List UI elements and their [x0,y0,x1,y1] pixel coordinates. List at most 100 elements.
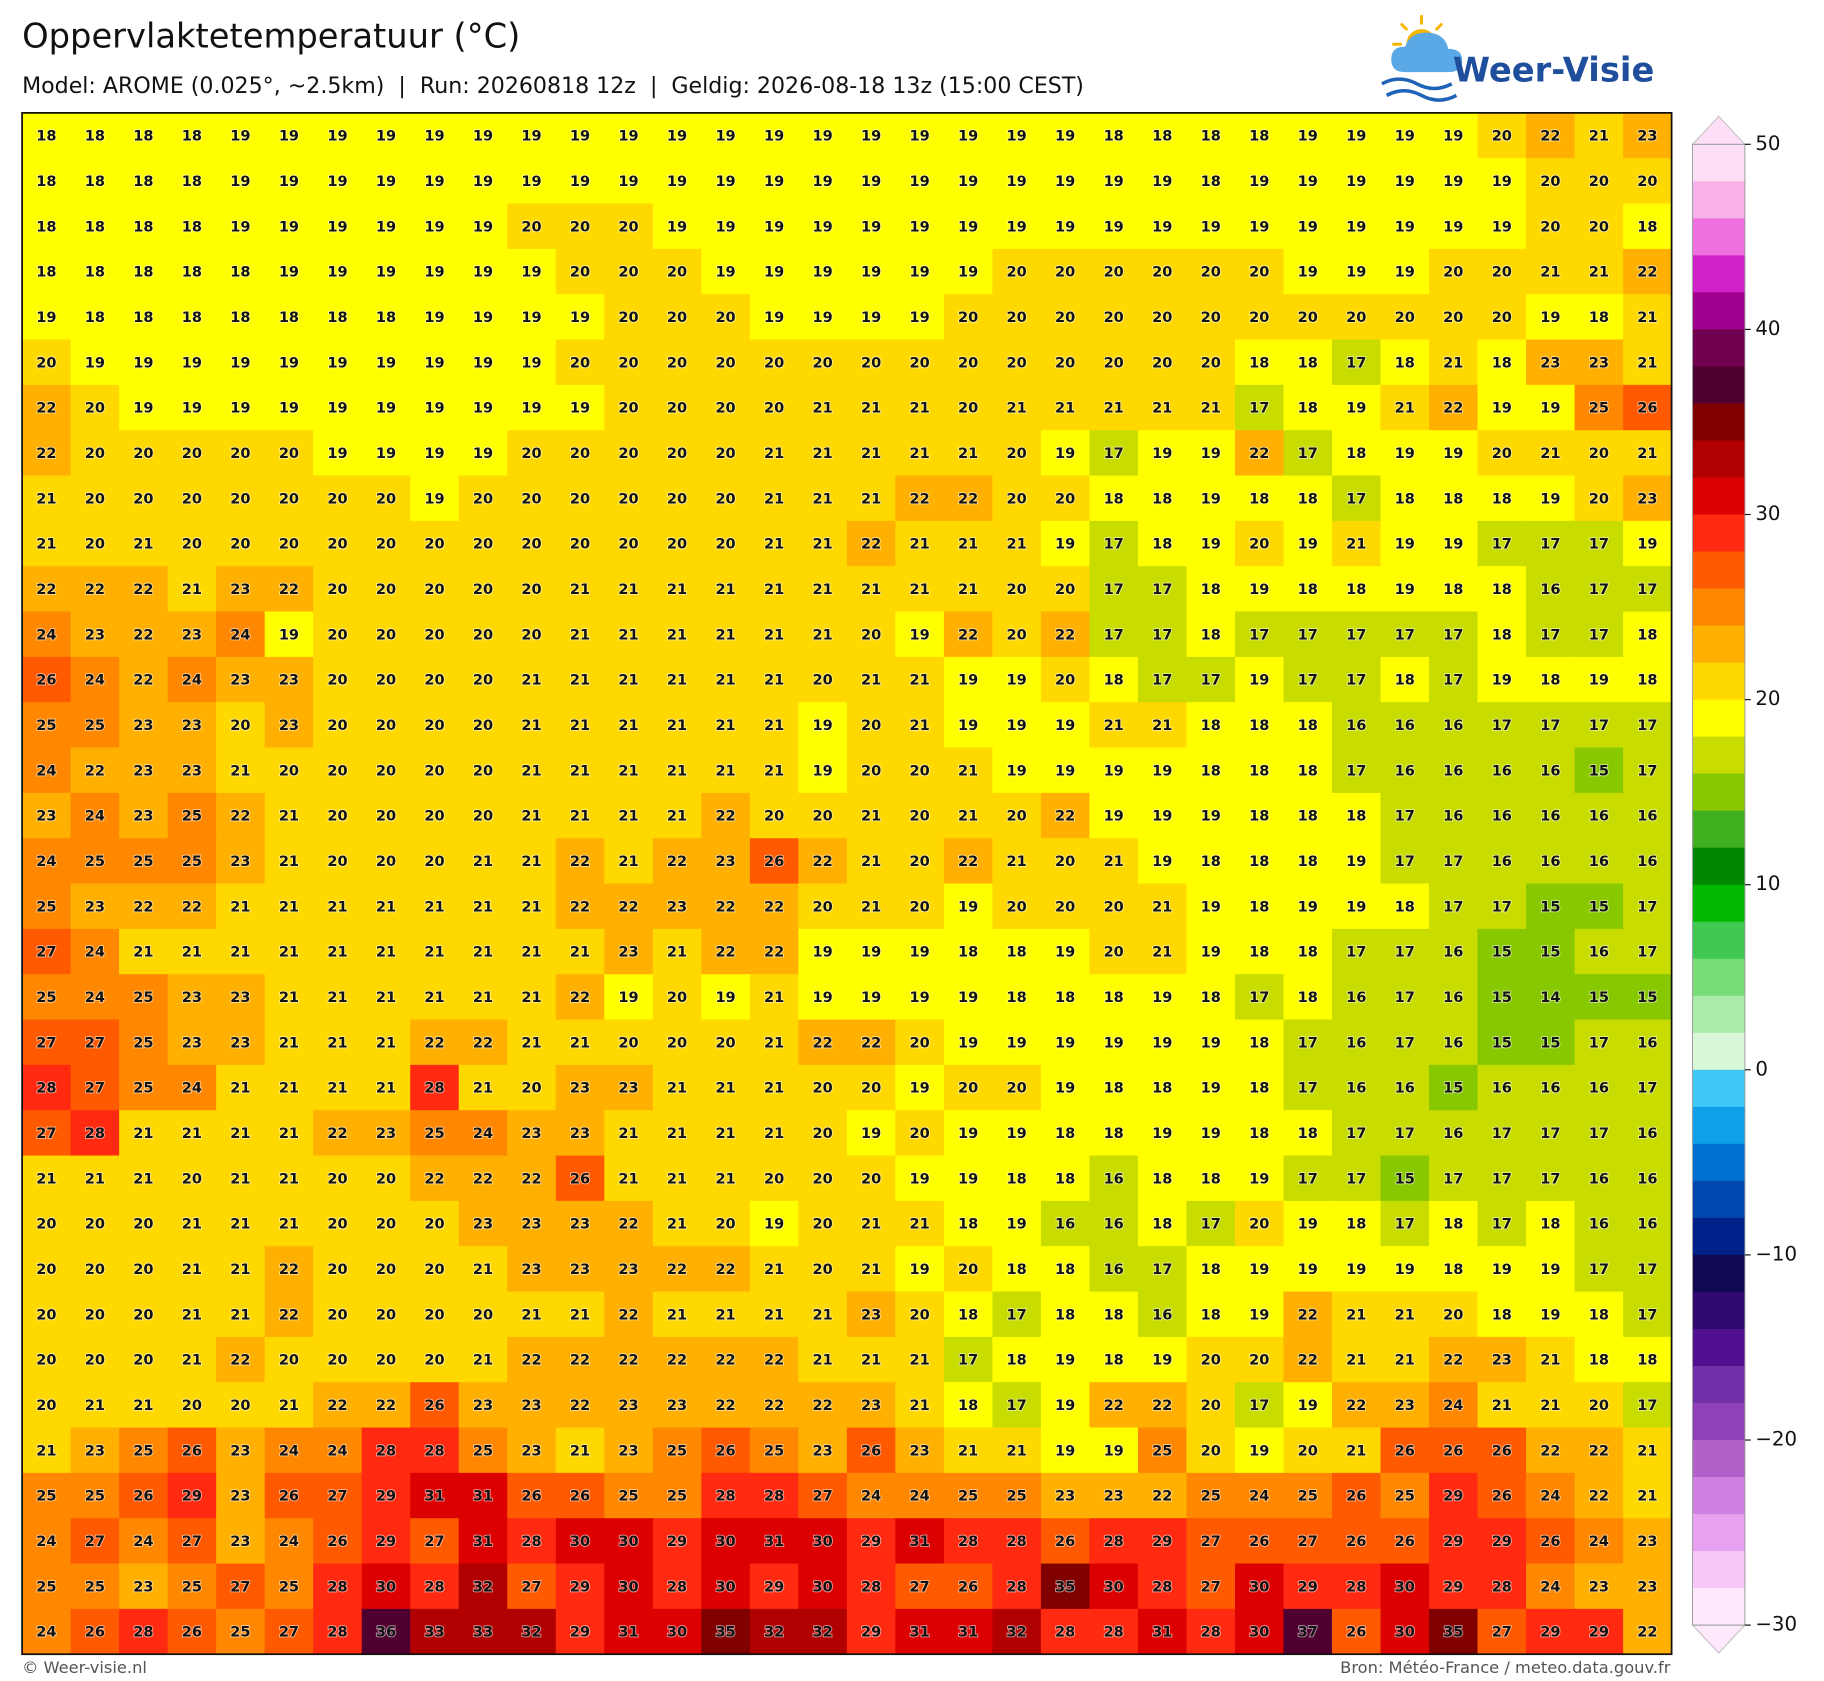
temperature-cell [1332,158,1382,205]
temperature-label: 19 [1249,1262,1269,1278]
temperature-cell [507,248,557,295]
temperature-label: 19 [618,990,638,1006]
temperature-cell [555,475,605,522]
temperature-cell [1477,248,1527,295]
temperature-label: 25 [133,854,153,870]
temperature-label: 30 [618,1579,638,1595]
temperature-label: 19 [958,1035,978,1051]
temperature-label: 19 [812,310,832,326]
temperature-label: 17 [1346,1171,1366,1187]
temperature-label: 28 [327,1625,347,1641]
temperature-label: 20 [764,1171,784,1187]
temperature-label: 16 [1395,718,1415,734]
temperature-label: 26 [570,1489,590,1505]
temperature-label: 20 [667,446,687,462]
temperature-label: 17 [1298,1035,1318,1051]
temperature-label: 21 [230,945,250,961]
temperature-cell [1089,430,1139,477]
temperature-label: 20 [1055,355,1075,371]
temperature-label: 20 [570,537,590,553]
temperature-cell [22,611,72,658]
temperature-label: 24 [36,1534,56,1550]
temperature-label: 20 [376,763,396,779]
temperature-label: 17 [1298,627,1318,643]
temperature-label: 25 [1589,401,1609,417]
temperature-label: 20 [1007,265,1027,281]
temperature-label: 20 [1104,945,1124,961]
temperature-label: 15 [1589,763,1609,779]
temperature-label: 20 [230,491,250,507]
temperature-label: 22 [230,809,250,825]
temperature-label: 26 [424,1398,444,1414]
temperature-label: 20 [133,1262,153,1278]
temperature-label: 22 [1249,446,1269,462]
temperature-label: 19 [424,265,444,281]
logo-icon [1381,14,1463,102]
temperature-label: 22 [279,1307,299,1323]
temperature-cell [555,384,605,431]
colorbar-segment [1692,810,1745,849]
temperature-label: 21 [133,537,153,553]
temperature-label: 20 [376,809,396,825]
temperature-label: 24 [327,1443,347,1459]
temperature-label: 20 [618,219,638,235]
temperature-label: 18 [1346,809,1366,825]
colorbar-segment [1692,1032,1745,1071]
temperature-label: 20 [36,1398,56,1414]
temperature-label: 20 [521,491,541,507]
temperature-label: 19 [327,355,347,371]
temperature-label: 17 [1395,854,1415,870]
temperature-label: 21 [182,1262,202,1278]
temperature-label: 22 [861,537,881,553]
temperature-label: 21 [1637,446,1657,462]
temperature-label: 22 [958,627,978,643]
temperature-cell [604,203,654,250]
temperature-label: 29 [1152,1534,1172,1550]
temperature-label: 18 [958,1307,978,1323]
temperature-label: 19 [1007,1217,1027,1233]
temperature-label: 19 [1346,129,1366,145]
temperature-label: 21 [133,1126,153,1142]
temperature-label: 25 [36,718,56,734]
temperature-label: 20 [667,265,687,281]
temperature-label: 15 [1589,990,1609,1006]
temperature-cell [70,203,120,250]
temperature-label: 17 [1298,673,1318,689]
temperature-cell [1477,294,1527,341]
temperature-cell [1380,203,1430,250]
temperature-label: 18 [1395,491,1415,507]
logo-cloud [1391,32,1463,73]
temperature-label: 20 [182,446,202,462]
temperature-cell [1429,520,1479,567]
colorbar-segment [1692,699,1745,738]
temperature-label: 19 [327,129,347,145]
temperature-label: 21 [230,1217,250,1233]
temperature-cell [458,566,508,613]
temperature-cell [1332,384,1382,431]
temperature-label: 19 [1104,809,1124,825]
temperature-cell [458,430,508,477]
temperature-label: 25 [85,1489,105,1505]
temperature-label: 29 [1443,1534,1463,1550]
temperature-cell [895,339,945,386]
temperature-label: 20 [376,627,396,643]
temperature-label: 20 [570,265,590,281]
temperature-cell [1332,566,1382,613]
temperature-cell [1526,430,1576,477]
temperature-label: 23 [473,1217,493,1233]
temperature-cell [1234,294,1285,341]
temperature-label: 18 [1007,1171,1027,1187]
temperature-label: 23 [1637,1579,1657,1595]
temperature-label: 20 [1007,491,1027,507]
logo: Weer-Visie [1381,14,1654,102]
temperature-label: 19 [715,990,735,1006]
temperature-label: 21 [521,990,541,1006]
temperature-label: 19 [230,355,250,371]
temperature-label: 20 [812,1262,832,1278]
temperature-label: 21 [36,491,56,507]
temperature-label: 20 [812,1171,832,1187]
temperature-label: 18 [1346,582,1366,598]
temperature-cell [1283,248,1333,295]
